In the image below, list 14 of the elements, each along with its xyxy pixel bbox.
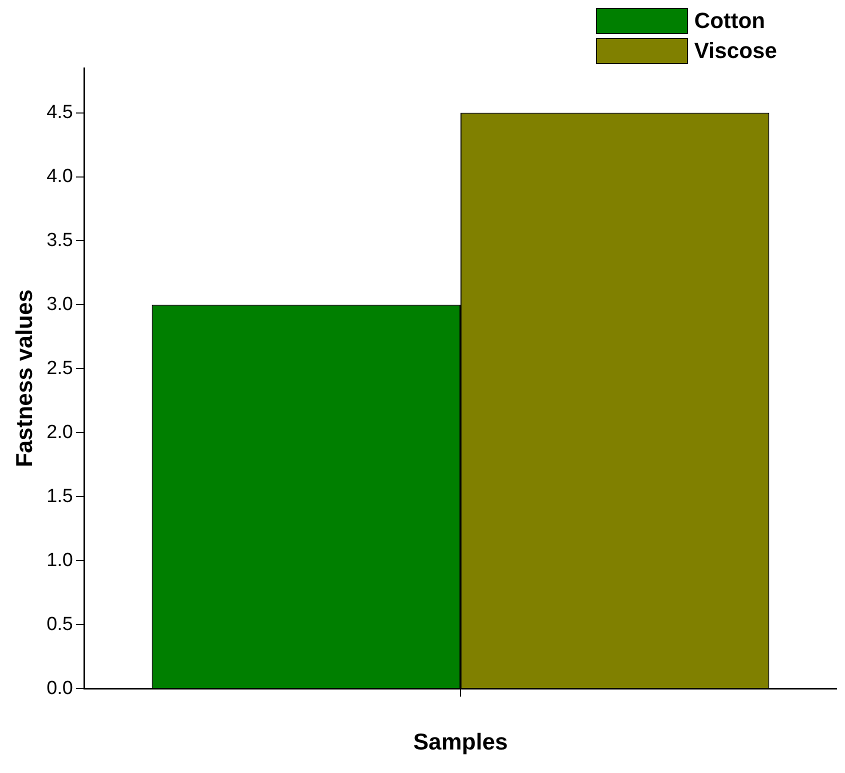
legend-label: Cotton <box>694 8 766 34</box>
y-tick-label: 3.0 <box>46 294 74 315</box>
y-tick-label: 1.5 <box>46 486 74 507</box>
x-axis-title: Samples <box>413 728 508 755</box>
y-tick-label: 0.5 <box>46 614 74 635</box>
y-tick-label: 1.0 <box>46 550 74 571</box>
y-tick-label: 2.5 <box>46 358 74 379</box>
y-tick-label: 3.5 <box>46 230 74 251</box>
y-tick-label: 4.5 <box>46 102 74 124</box>
y-tick-label: 4.0 <box>46 166 74 187</box>
text: Viscose <box>694 38 777 64</box>
y-axis-title: Fastness values <box>11 289 38 468</box>
y-tick-label: 0.0 <box>46 678 74 699</box>
y-tick-label: 2.0 <box>46 422 74 443</box>
